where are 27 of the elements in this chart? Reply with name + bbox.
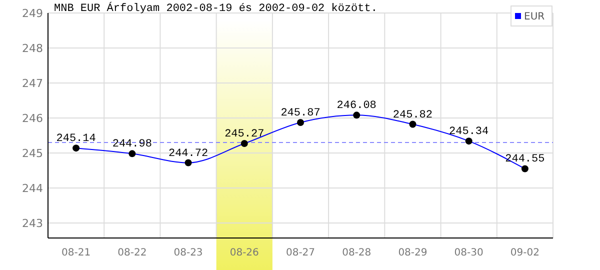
x-tick-label: 08-26 bbox=[230, 248, 259, 258]
y-tick-label: 246 bbox=[22, 112, 43, 125]
data-label: 245.27 bbox=[224, 128, 264, 141]
y-tick-label: 244 bbox=[22, 182, 43, 195]
y-tick-label: 248 bbox=[22, 42, 43, 55]
data-label: 245.14 bbox=[56, 133, 96, 146]
y-tick-label: 243 bbox=[22, 216, 43, 230]
y-tick-label: 247 bbox=[22, 76, 43, 90]
x-tick-label: 08-29 bbox=[398, 248, 428, 258]
y-tick-label: 245 bbox=[22, 146, 43, 160]
x-tick-label: 08-30 bbox=[454, 248, 484, 258]
y-tick-label: 249 bbox=[22, 6, 43, 20]
data-label: 245.34 bbox=[449, 126, 490, 138]
x-tick-label: 08-23 bbox=[174, 248, 203, 258]
x-tick-label: 08-22 bbox=[118, 248, 147, 258]
x-tick-label: 08-27 bbox=[286, 248, 316, 258]
data-label: 244.55 bbox=[505, 154, 545, 166]
data-label: 246.08 bbox=[336, 100, 376, 112]
data-label: 244.98 bbox=[112, 138, 152, 151]
x-tick-label: 09-02 bbox=[510, 248, 540, 258]
legend-label: EUR bbox=[524, 12, 545, 22]
x-tick-label: 08-21 bbox=[62, 248, 91, 258]
data-label: 245.87 bbox=[280, 108, 320, 120]
chart-title: MNB EUR Árfolyam 2002-08-19 és 2002-09-02 között. bbox=[54, 1, 378, 15]
data-label: 245.82 bbox=[392, 109, 433, 122]
x-tick-label: 08-28 bbox=[342, 248, 372, 258]
data-label: 244.72 bbox=[168, 148, 208, 160]
